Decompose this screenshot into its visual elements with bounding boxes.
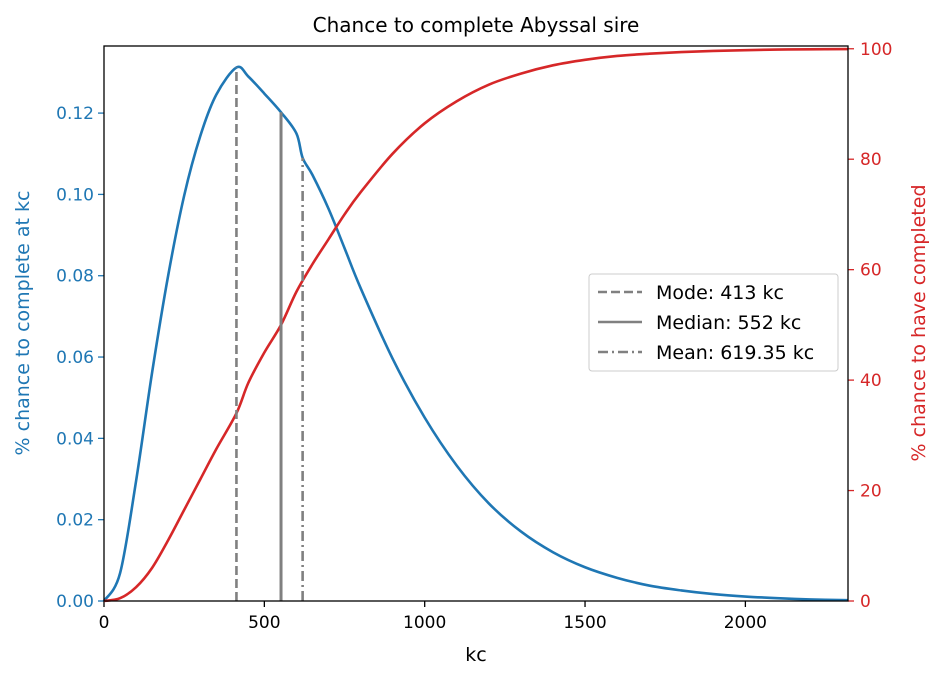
right-y-tick-label: 60 [860, 261, 882, 281]
right-y-tick-label: 100 [860, 40, 892, 60]
x-tick-label: 2000 [724, 613, 767, 633]
right-y-tick-label: 40 [860, 371, 882, 391]
legend: Mode: 413 kc Median: 552 kc Mean: 619.35… [588, 273, 839, 372]
right-y-tick-label: 20 [860, 482, 882, 502]
left-y-tick-label: 0.06 [56, 348, 94, 368]
chart-title: Chance to complete Abyssal sire [313, 13, 640, 37]
left-y-tick-label: 0.00 [56, 592, 94, 612]
x-tick-label: 1500 [563, 613, 606, 633]
right-y-ticks: 0 20 40 60 80 100 [848, 40, 892, 612]
right-y-axis-label: % chance to have completed [908, 184, 930, 461]
plot-frame [103, 45, 849, 602]
legend-mode-label: Mode: 413 kc [656, 282, 784, 304]
right-y-tick-label: 80 [860, 150, 882, 170]
series-line-pdf [102, 65, 849, 602]
x-tick-label: 1000 [403, 613, 446, 633]
series-line-cdf [103, 47, 849, 603]
left-y-tick-label: 0.08 [56, 267, 94, 287]
left-y-axis-label: % chance to complete at kc [12, 191, 34, 456]
x-axis-label: kc [465, 644, 486, 666]
x-tick-label: 500 [248, 613, 280, 633]
legend-mean-label: Mean: 619.35 kc [656, 342, 814, 364]
left-y-ticks: 0.00 0.02 0.04 0.06 0.08 0.10 0.12 [56, 104, 104, 612]
legend-median-label: Median: 552 kc [656, 312, 801, 334]
left-y-tick-label: 0.10 [56, 185, 94, 205]
left-y-tick-label: 0.02 [56, 511, 94, 531]
x-ticks: 0 500 1000 1500 2000 [99, 601, 767, 633]
x-tick-label: 0 [99, 613, 110, 633]
legend-box [588, 273, 839, 372]
plot-area [102, 47, 849, 603]
right-y-tick-label: 0 [860, 592, 871, 612]
left-y-tick-label: 0.04 [56, 429, 94, 449]
left-y-tick-label: 0.12 [56, 104, 94, 124]
